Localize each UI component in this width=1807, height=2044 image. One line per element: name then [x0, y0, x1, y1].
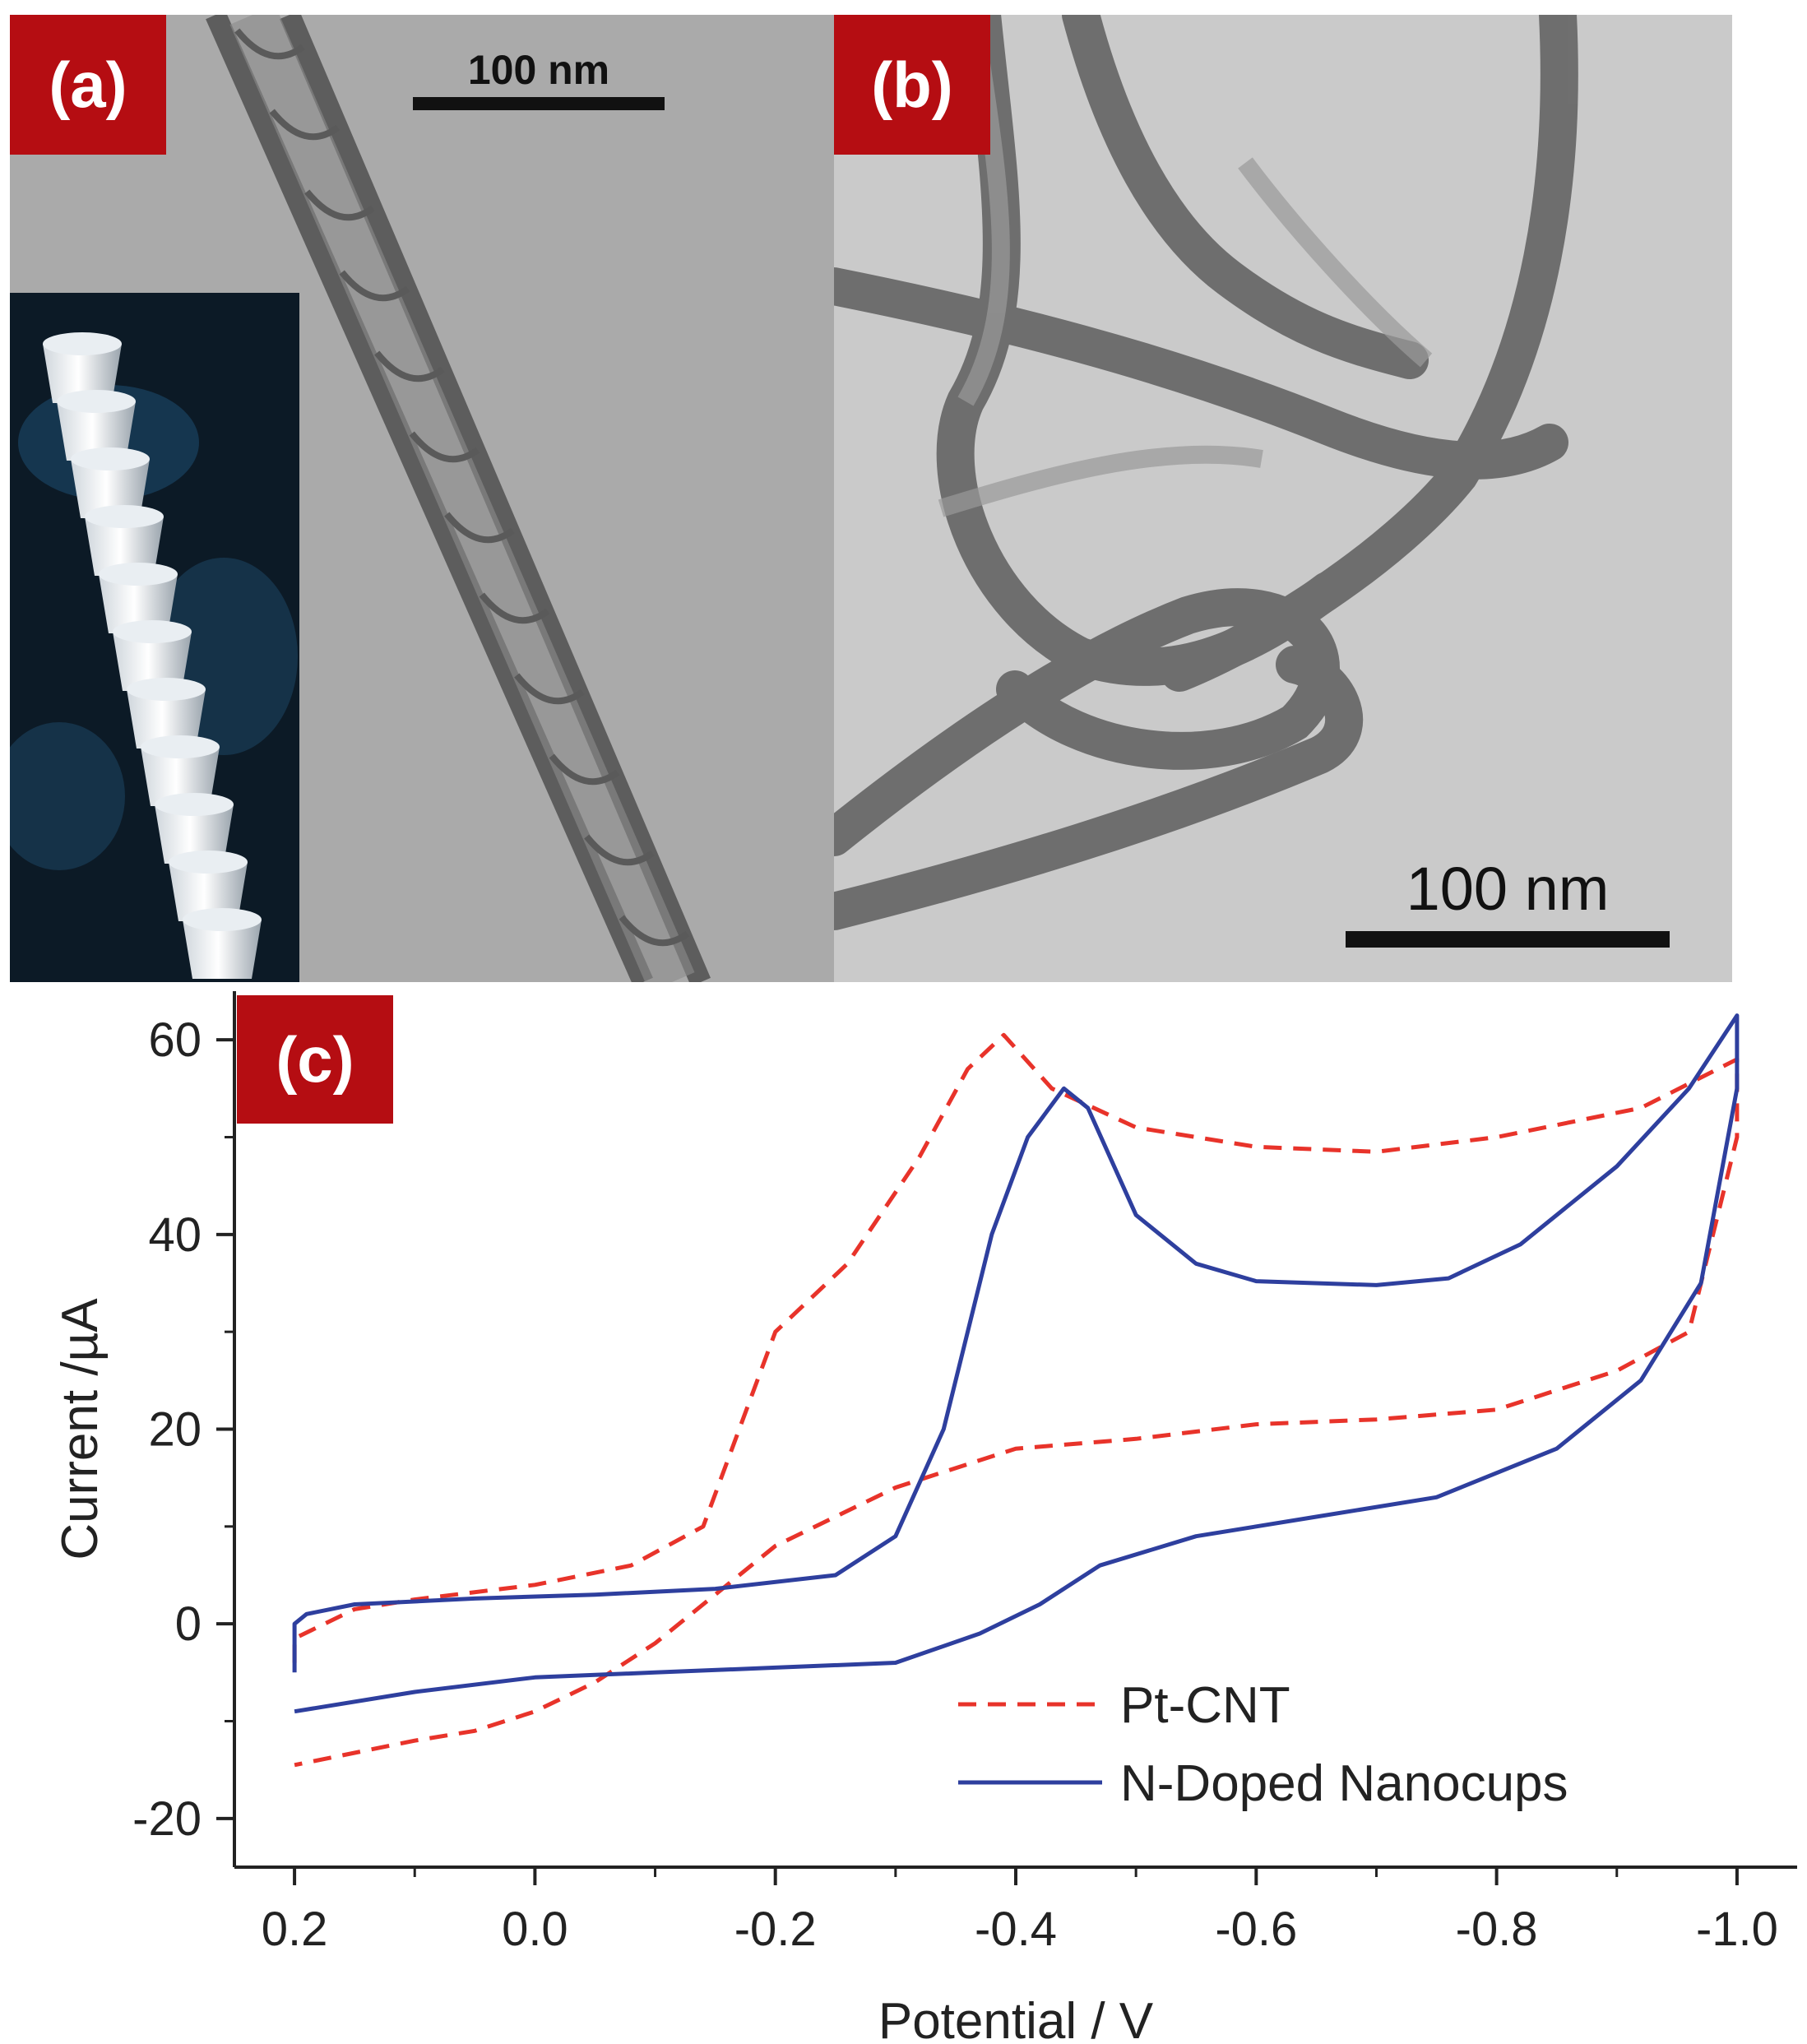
scale-bar-a [413, 97, 665, 110]
y-tick-label: 20 [148, 1403, 202, 1457]
y-tick-label: -20 [132, 1792, 202, 1846]
x-tick-label: -0.6 [1215, 1903, 1297, 1956]
x-tick-label: -0.8 [1456, 1903, 1538, 1956]
tem-image-b [834, 15, 1732, 982]
chart-ticks: 0.2 0.0 -0.2 -0.4 -0.6 -0.8 -1.0 -20 0 20 40 60 [132, 1013, 1778, 1956]
y-tick-label: 0 [175, 1597, 202, 1651]
x-tick-label: -0.2 [734, 1903, 817, 1956]
scale-bar-b [1346, 931, 1670, 948]
x-tick-label: 0.0 [502, 1903, 568, 1956]
panel-a-micrograph: 100 nm (a) [10, 15, 834, 982]
series-line-pt-cnt [292, 1032, 1740, 1768]
panel-b-micrograph: 100 nm (b) [834, 15, 1732, 982]
scale-bar-label-a: 100 nm [467, 47, 610, 93]
x-tick-label: -0.4 [975, 1903, 1057, 1956]
x-tick-label: -1.0 [1696, 1903, 1778, 1956]
x-tick-label: 0.2 [262, 1903, 328, 1956]
panel-label-a: (a) [10, 15, 166, 155]
tem-image-a [10, 15, 834, 982]
legend-label: N-Doped Nanocups [1120, 1755, 1568, 1812]
chart-series [292, 1013, 1740, 1768]
y-tick-label: 40 [148, 1208, 202, 1262]
y-axis-title: Current /µA [52, 1298, 109, 1560]
x-axis-title: Potential / V [878, 1993, 1154, 2044]
scale-bar-label-b: 100 nm [1406, 855, 1610, 923]
legend-label: Pt-CNT [1120, 1677, 1290, 1734]
panel-label-b: (b) [834, 15, 990, 155]
chart-legend: Pt-CNT N-Doped Nanocups [958, 1677, 1568, 1812]
series-line-n-doped-nanocups [292, 1013, 1740, 1714]
y-tick-label: 60 [148, 1013, 202, 1067]
panel-label-c: (c) [237, 995, 393, 1124]
inset-3d-nanocup-model [10, 293, 299, 982]
